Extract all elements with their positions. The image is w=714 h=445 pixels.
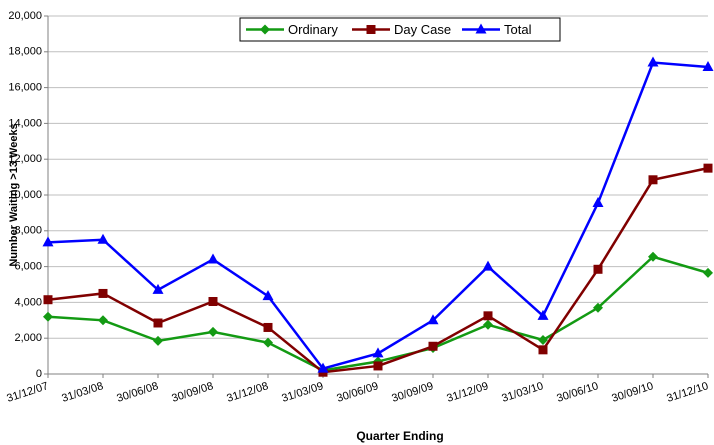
data-point — [262, 290, 274, 301]
data-point — [317, 362, 329, 373]
data-point — [427, 314, 439, 325]
data-point — [98, 288, 108, 298]
x-tick-label: 30/09/08 — [170, 380, 214, 405]
legend-marker — [475, 23, 487, 34]
data-point — [538, 334, 548, 345]
legend-label: Ordinary — [288, 22, 338, 37]
y-tick-label: 4,000 — [14, 296, 42, 308]
data-point — [152, 283, 164, 294]
data-point — [648, 175, 658, 185]
x-tick-label: 31/12/10 — [665, 380, 709, 405]
data-point — [482, 260, 494, 271]
legend-marker — [260, 24, 270, 35]
legend: Ordinary Day Case Total — [239, 17, 561, 42]
x-tick-label: 31/03/09 — [280, 380, 324, 405]
data-point — [648, 251, 658, 262]
data-point — [208, 297, 218, 307]
data-point — [372, 347, 384, 358]
y-tick-label: 14,000 — [8, 117, 42, 129]
data-point — [702, 61, 714, 72]
data-point — [703, 267, 713, 278]
data-point — [98, 315, 108, 326]
x-tick-label: 30/06/08 — [115, 380, 159, 405]
data-point — [43, 311, 53, 322]
x-tick-label: 31/12/08 — [225, 380, 269, 405]
data-point — [483, 319, 493, 330]
legend-box — [239, 17, 561, 42]
x-tick-label: 30/09/10 — [610, 380, 654, 405]
x-tick-label: 30/09/09 — [390, 380, 434, 405]
x-tick-label: 30/06/10 — [555, 380, 599, 405]
y-axis-title: Number Waiting >13 Weeks — [8, 123, 20, 266]
data-point — [373, 361, 383, 371]
data-point — [42, 236, 54, 247]
x-tick-label: 31/03/10 — [500, 380, 544, 405]
y-tick-label: 8,000 — [14, 225, 42, 237]
y-tick-label: 16,000 — [8, 82, 42, 94]
data-point — [428, 341, 438, 351]
y-tick-label: 0 — [36, 368, 42, 380]
legend-marker — [366, 25, 376, 34]
data-point — [538, 345, 548, 355]
data-point — [483, 311, 493, 321]
data-point — [592, 197, 604, 208]
y-tick-label: 10,000 — [8, 189, 42, 201]
data-point — [97, 233, 109, 244]
data-point — [207, 253, 219, 264]
y-tick-label: 20,000 — [8, 10, 42, 22]
series-line — [47, 166, 709, 374]
x-tick-label: 31/03/08 — [60, 380, 104, 405]
data-point — [153, 335, 163, 346]
x-tick-label: 30/06/09 — [335, 380, 379, 405]
y-tick-label: 18,000 — [8, 46, 42, 58]
x-tick-label: 31/12/09 — [445, 380, 489, 405]
legend-label: Total — [504, 22, 532, 37]
data-point — [537, 309, 549, 320]
y-tick-label: 6,000 — [14, 261, 42, 273]
data-point — [263, 322, 273, 332]
data-point — [647, 56, 659, 67]
data-point — [593, 264, 603, 274]
data-point — [43, 295, 53, 305]
legend-label: Day Case — [394, 22, 451, 37]
data-point — [208, 326, 218, 337]
data-point — [263, 337, 273, 348]
y-tick-label: 12,000 — [8, 153, 42, 165]
data-point — [703, 163, 713, 173]
series-line — [47, 61, 709, 371]
data-point — [153, 318, 163, 328]
y-tick-label: 2,000 — [14, 332, 42, 344]
x-axis-title: Quarter Ending — [356, 429, 443, 443]
data-point — [593, 302, 603, 313]
x-tick-label: 31/12/07 — [5, 380, 49, 405]
